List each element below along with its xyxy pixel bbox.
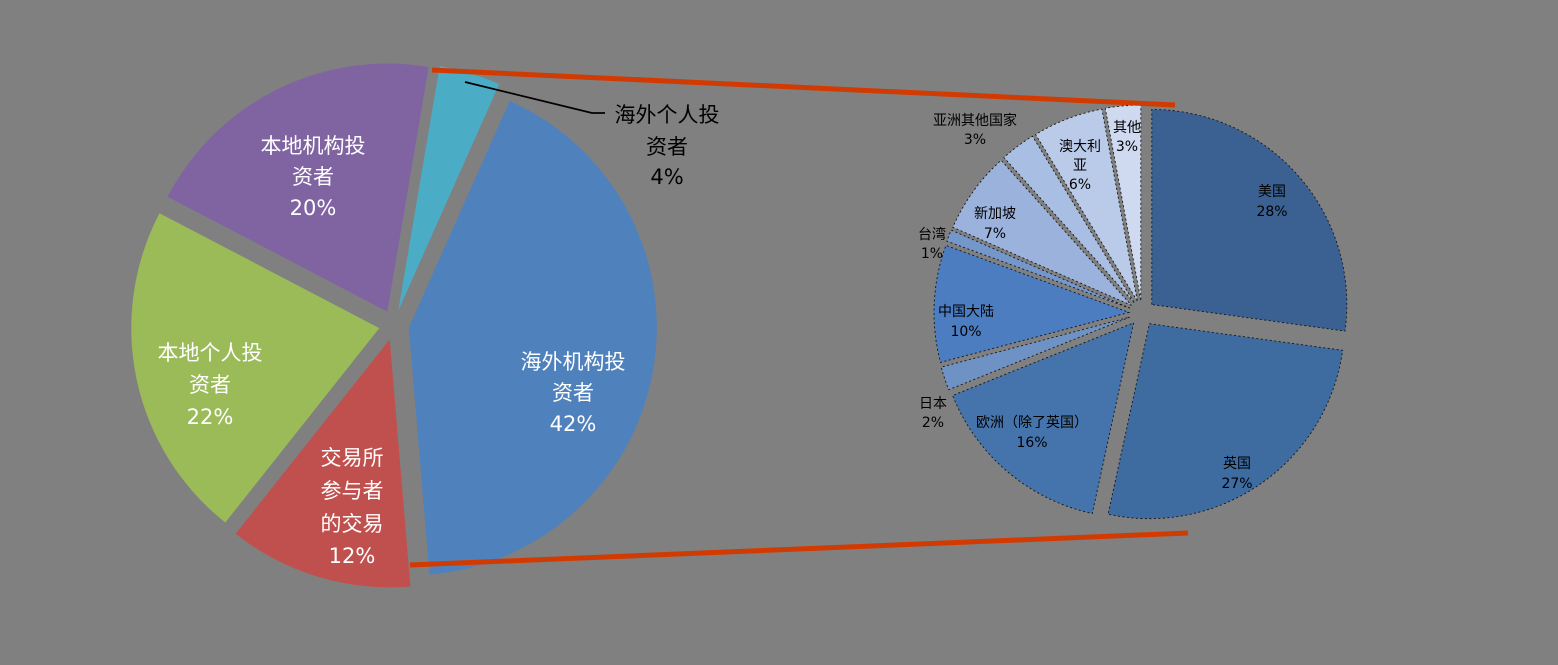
svg-text:海外机构投: 海外机构投 xyxy=(521,350,626,374)
slice-usa[interactable] xyxy=(1151,109,1348,332)
svg-text:欧洲（除了英国）: 欧洲（除了英国） xyxy=(976,414,1088,431)
slice-australia[interactable] xyxy=(1034,108,1138,302)
svg-text:中国大陆: 中国大陆 xyxy=(938,304,994,320)
svg-text:42%: 42% xyxy=(550,412,597,436)
svg-text:参与者: 参与者 xyxy=(321,479,384,503)
data-label-other-asia[interactable]: 亚洲其他国家 3% xyxy=(933,112,1017,148)
svg-text:本地机构投: 本地机构投 xyxy=(261,134,366,158)
slice-exchange-participants[interactable] xyxy=(235,339,411,588)
svg-text:3%: 3% xyxy=(1116,139,1138,155)
investor-composition-pie xyxy=(131,63,657,588)
callout-leader-line[interactable] xyxy=(464,81,605,114)
data-label-others[interactable]: 其他 3% xyxy=(1113,120,1141,155)
svg-text:新加坡: 新加坡 xyxy=(974,206,1016,222)
svg-text:3%: 3% xyxy=(964,132,986,148)
svg-text:20%: 20% xyxy=(290,196,337,220)
data-label-taiwan[interactable]: 台湾 1% xyxy=(918,226,946,262)
data-label-europe-ex-uk[interactable]: 欧洲（除了英国） 16% xyxy=(976,414,1088,451)
svg-text:亚: 亚 xyxy=(1073,158,1087,174)
svg-text:本地个人投: 本地个人投 xyxy=(158,341,263,365)
svg-text:交易所: 交易所 xyxy=(321,446,384,470)
svg-text:资者: 资者 xyxy=(646,135,688,159)
data-label-uk[interactable]: 英国 27% xyxy=(1221,455,1252,492)
svg-text:海外个人投: 海外个人投 xyxy=(615,103,720,127)
svg-text:22%: 22% xyxy=(187,405,234,429)
slice-overseas-individual[interactable] xyxy=(398,66,500,311)
svg-text:英国: 英国 xyxy=(1223,455,1251,472)
svg-text:美国: 美国 xyxy=(1258,184,1286,200)
slice-local-individual[interactable] xyxy=(131,213,380,523)
slice-mainland-china[interactable] xyxy=(933,244,1131,363)
slice-other-asia[interactable] xyxy=(1003,135,1135,303)
overseas-investors-by-region-pie xyxy=(933,104,1348,520)
svg-text:4%: 4% xyxy=(650,165,683,189)
svg-text:台湾: 台湾 xyxy=(918,226,946,243)
slice-uk[interactable] xyxy=(1107,323,1344,520)
svg-text:12%: 12% xyxy=(329,544,376,568)
connector-line-top[interactable] xyxy=(431,67,1176,108)
svg-text:澳大利: 澳大利 xyxy=(1059,139,1101,155)
svg-text:7%: 7% xyxy=(984,226,1006,242)
svg-text:6%: 6% xyxy=(1069,177,1091,193)
slice-japan[interactable] xyxy=(940,316,1130,391)
svg-text:其他: 其他 xyxy=(1113,120,1141,136)
svg-text:2%: 2% xyxy=(922,415,944,431)
data-label-mainland-china[interactable]: 中国大陆 10% xyxy=(938,304,994,340)
data-label-singapore[interactable]: 新加坡 7% xyxy=(974,206,1016,242)
slice-taiwan[interactable] xyxy=(946,229,1131,309)
svg-text:16%: 16% xyxy=(1016,435,1047,451)
slice-europe-ex-uk[interactable] xyxy=(952,322,1135,515)
slice-singapore[interactable] xyxy=(952,159,1132,306)
svg-text:资者: 资者 xyxy=(292,165,334,189)
svg-text:日本: 日本 xyxy=(919,396,947,412)
data-label-japan[interactable]: 日本 2% xyxy=(919,396,947,431)
svg-text:10%: 10% xyxy=(950,324,981,340)
slice-local-institutional[interactable] xyxy=(167,63,429,312)
svg-text:资者: 资者 xyxy=(189,373,231,397)
slice-overseas-institutional[interactable] xyxy=(408,100,657,575)
data-label-usa[interactable]: 美国 28% xyxy=(1256,184,1287,220)
svg-text:27%: 27% xyxy=(1221,476,1252,492)
connector-line-bottom[interactable] xyxy=(409,530,1189,568)
svg-text:亚洲其他国家: 亚洲其他国家 xyxy=(933,112,1017,129)
svg-text:资者: 资者 xyxy=(552,381,594,405)
svg-text:的交易: 的交易 xyxy=(321,512,384,536)
svg-text:1%: 1% xyxy=(921,246,943,262)
svg-text:28%: 28% xyxy=(1256,204,1287,220)
